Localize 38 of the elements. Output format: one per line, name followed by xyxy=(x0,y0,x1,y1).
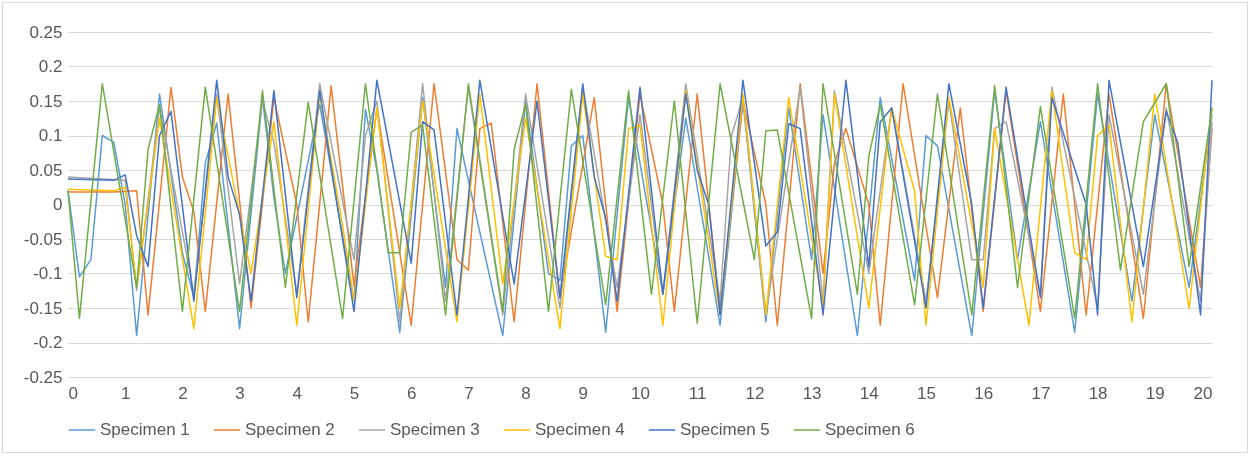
x-tick-label: 0 xyxy=(68,383,78,403)
x-tick-label: 13 xyxy=(802,383,822,403)
x-tick-label: 20 xyxy=(1193,383,1213,403)
y-tick-label: 0.25 xyxy=(29,22,63,42)
x-tick-label: 10 xyxy=(631,383,650,403)
x-tick-label: 9 xyxy=(578,383,589,403)
x-tick-label: 11 xyxy=(688,383,707,403)
y-tick-label: 0.2 xyxy=(38,57,63,76)
y-tick-label: 0.15 xyxy=(29,91,63,111)
legend-label: Specimen 6 xyxy=(825,420,915,439)
x-tick-label: 19 xyxy=(1145,383,1165,403)
legend-label: Specimen 3 xyxy=(390,420,480,439)
legend-label: Specimen 4 xyxy=(535,420,625,439)
x-tick-label: 1 xyxy=(120,383,131,403)
y-tick-label: -0.25 xyxy=(23,367,63,387)
legend-label: Specimen 1 xyxy=(100,420,190,439)
x-tick-label: 4 xyxy=(292,383,303,403)
y-tick-label: -0.05 xyxy=(23,229,63,249)
x-tick-label: 15 xyxy=(917,383,936,403)
x-tick-label: 6 xyxy=(406,383,417,403)
x-tick-label: 16 xyxy=(974,383,994,403)
x-tick-label: 3 xyxy=(235,383,245,403)
x-tick-label: 5 xyxy=(349,383,360,403)
x-tick-label: 14 xyxy=(859,383,879,403)
y-tick-label: -0.1 xyxy=(33,264,63,283)
x-tick-label: 18 xyxy=(1088,383,1108,403)
x-tick-label: 12 xyxy=(745,383,765,403)
x-tick-label: 8 xyxy=(521,383,531,403)
y-tick-label: -0.2 xyxy=(33,333,63,352)
y-tick-label: 0.05 xyxy=(29,160,63,180)
x-tick-label: 17 xyxy=(1031,383,1051,403)
x-tick-label: 7 xyxy=(464,383,474,403)
y-tick-label: 0.1 xyxy=(38,126,63,145)
legend-label: Specimen 5 xyxy=(680,420,770,439)
y-tick-label: 0 xyxy=(53,195,63,214)
x-tick-label: 2 xyxy=(178,383,188,403)
y-tick-label: -0.15 xyxy=(23,298,63,318)
legend-label: Specimen 2 xyxy=(245,420,335,439)
